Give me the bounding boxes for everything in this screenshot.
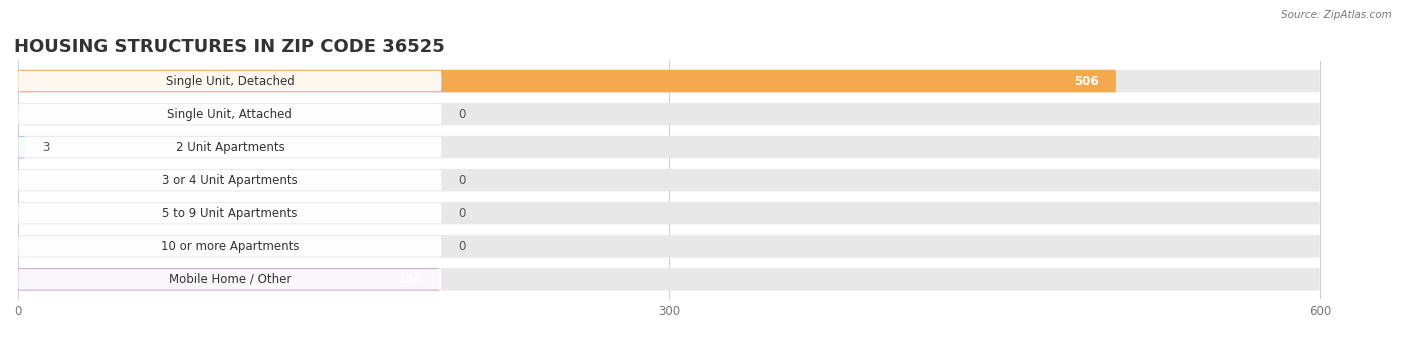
- FancyBboxPatch shape: [18, 103, 1320, 125]
- FancyBboxPatch shape: [18, 136, 1320, 158]
- Text: Source: ZipAtlas.com: Source: ZipAtlas.com: [1281, 10, 1392, 20]
- FancyBboxPatch shape: [18, 71, 441, 91]
- Text: 10 or more Apartments: 10 or more Apartments: [160, 240, 299, 253]
- FancyBboxPatch shape: [18, 236, 441, 257]
- FancyBboxPatch shape: [18, 268, 439, 291]
- Text: Single Unit, Detached: Single Unit, Detached: [166, 74, 294, 87]
- FancyBboxPatch shape: [18, 104, 441, 124]
- Text: 194: 194: [398, 273, 422, 286]
- FancyBboxPatch shape: [18, 70, 1116, 92]
- FancyBboxPatch shape: [18, 169, 1320, 191]
- FancyBboxPatch shape: [18, 235, 1320, 258]
- Text: 0: 0: [458, 207, 467, 220]
- Text: HOUSING STRUCTURES IN ZIP CODE 36525: HOUSING STRUCTURES IN ZIP CODE 36525: [14, 38, 444, 56]
- FancyBboxPatch shape: [18, 137, 441, 157]
- Text: 0: 0: [458, 107, 467, 121]
- Text: 2 Unit Apartments: 2 Unit Apartments: [176, 141, 284, 154]
- FancyBboxPatch shape: [18, 202, 1320, 224]
- Text: 0: 0: [458, 174, 467, 187]
- Text: Single Unit, Attached: Single Unit, Attached: [167, 107, 292, 121]
- FancyBboxPatch shape: [18, 136, 25, 158]
- Text: Mobile Home / Other: Mobile Home / Other: [169, 273, 291, 286]
- Text: 3: 3: [42, 141, 49, 154]
- FancyBboxPatch shape: [18, 269, 441, 290]
- FancyBboxPatch shape: [18, 268, 1320, 291]
- Text: 0: 0: [458, 240, 467, 253]
- FancyBboxPatch shape: [18, 170, 441, 190]
- FancyBboxPatch shape: [18, 203, 441, 223]
- Text: 506: 506: [1074, 74, 1098, 87]
- FancyBboxPatch shape: [18, 70, 1320, 92]
- Text: 3 or 4 Unit Apartments: 3 or 4 Unit Apartments: [162, 174, 298, 187]
- Text: 5 to 9 Unit Apartments: 5 to 9 Unit Apartments: [162, 207, 298, 220]
